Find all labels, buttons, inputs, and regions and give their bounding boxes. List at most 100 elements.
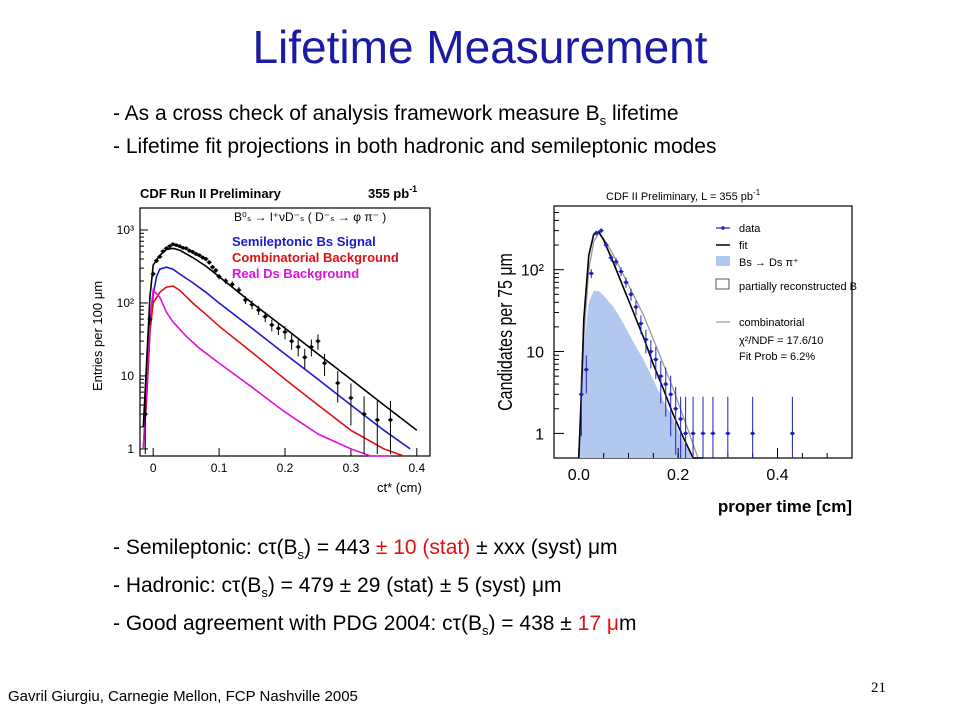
footer-author: Gavril Giurgiu, Carnegie Mellon, FCP Nas…: [8, 688, 358, 705]
data-point: [308, 339, 314, 357]
x-tick-label: 0.2: [277, 461, 294, 475]
legend-data: data: [739, 223, 761, 235]
y-axis-label: Entries per 100 μm: [90, 281, 105, 391]
data-point: [302, 348, 308, 369]
y-tick-label: 10²: [117, 296, 134, 310]
data-point: [603, 242, 609, 249]
x-tick-label: 0.4: [766, 467, 788, 484]
data-point: [216, 273, 222, 280]
data-point: [196, 253, 202, 258]
data-point: [633, 300, 639, 316]
data-point: [206, 260, 212, 265]
data-point: [623, 277, 629, 288]
data-point: [638, 315, 644, 335]
data-point: [387, 400, 393, 455]
legend-signal: Bs → Ds π⁺: [739, 257, 799, 269]
data-point: [374, 400, 380, 455]
data-point: [295, 339, 301, 357]
slide-title: Lifetime Measurement: [252, 21, 708, 73]
data-point: [289, 334, 295, 350]
x-tick-label: 0.2: [667, 467, 689, 484]
total-fit-curve: [142, 247, 418, 431]
y-tick-label: 10: [526, 345, 544, 362]
data-point: [167, 244, 173, 248]
x-tick-label: 0.1: [211, 461, 228, 475]
data-point: [213, 267, 219, 273]
data-point: [789, 396, 795, 458]
data-point: [262, 311, 268, 323]
intro-text: lifetime: [606, 102, 679, 125]
x-tick-label: 0.0: [568, 467, 590, 484]
data-point: [210, 264, 215, 270]
data-point: [200, 255, 206, 260]
y-tick-label: 1: [535, 426, 544, 443]
legend-partial: partially reconstructed B: [739, 281, 857, 293]
data-point: [648, 340, 654, 369]
data-point: [275, 322, 281, 336]
legend-real-ds: Real Ds Background: [232, 266, 359, 281]
data-point: [658, 360, 664, 404]
page-number: 21: [871, 680, 886, 696]
hadronic-lifetime-plot: 1 10 10² 0.0 0.2 0.4 CDF II Preliminary, L =…: [484, 182, 860, 522]
plot-legend: data fit Bs → Ds π⁺ partially reconstruc…: [715, 223, 857, 363]
data-point: [578, 375, 584, 437]
data-point: [673, 386, 679, 455]
data-point: [160, 249, 166, 254]
data-point: [223, 278, 229, 285]
result-semileptonic: - Semileptonic: cτ(Bs) = 443 ± 10 (stat)…: [113, 536, 618, 563]
fit-prob-text: Fit Prob = 6.2%: [739, 351, 815, 363]
y-tick-label: 10³: [117, 223, 134, 237]
data-point: [690, 396, 696, 458]
data-point: [256, 305, 262, 316]
real-ds-curve: [142, 288, 391, 457]
intro-bullet-1: - As a cross check of analysis framework…: [113, 102, 679, 128]
data-point: [628, 288, 634, 301]
legend-signal-swatch: [716, 256, 730, 266]
data-point: [598, 228, 604, 234]
data-point: [348, 383, 354, 426]
x-axis-label: ct* (cm): [377, 480, 422, 495]
plot-title: CDF Run II Preliminary: [140, 186, 282, 201]
data-point: [183, 246, 189, 251]
data-point: [203, 257, 209, 262]
data-point: [335, 371, 341, 403]
legend-combinatorial: combinatorial: [739, 317, 804, 329]
semileptonic-lifetime-plot: 1 10 10² 10³ 0 0.1 0.2 0.3 0.4 CDF Run II Preli…: [82, 176, 450, 506]
chi2-text: χ²/NDF = 17.6/10: [739, 335, 823, 347]
data-point: [282, 326, 288, 340]
data-point: [608, 254, 614, 262]
result-hadronic: - Hadronic: cτ(Bs) = 479 ± 29 (stat) ± 5…: [113, 574, 562, 601]
y-tick-label: 1: [127, 442, 134, 456]
data-point: [668, 375, 674, 437]
data-point: [269, 319, 275, 332]
intro-text: - Lifetime fit projections in both hadro…: [113, 135, 717, 158]
data-point: [322, 353, 328, 377]
data-point: [678, 396, 684, 458]
data-point: [710, 396, 716, 458]
legend-signal: Semileptonic Bs Signal: [232, 234, 376, 249]
x-tick-label: 0.3: [343, 461, 360, 475]
signal-fill: [578, 290, 694, 458]
data-point: [315, 334, 321, 350]
decay-label: B⁰ₛ → l⁺νD⁻ₛ ( D⁻ₛ → φ π⁻ ): [234, 210, 386, 224]
result-pdg: - Good agreement with PDG 2004: cτ(Bs) =…: [113, 612, 637, 639]
y-tick-label: 10²: [521, 263, 545, 280]
data-point: [613, 258, 619, 266]
data-point: [618, 267, 624, 277]
legend-fit: fit: [739, 240, 748, 252]
fit-curve: [578, 230, 703, 459]
x-tick-label: 0: [150, 461, 157, 475]
intro-bullet-2: - Lifetime fit projections in both hadro…: [113, 135, 716, 159]
data-point: [643, 329, 649, 354]
data-point: [229, 281, 235, 288]
data-point: [163, 246, 169, 251]
combinatorial-curve: [142, 285, 404, 457]
data-point: [249, 300, 255, 310]
data-point: [750, 396, 756, 458]
subscript: s: [599, 113, 607, 129]
y-axis-label: Candidates per 75 μm: [494, 253, 516, 411]
data-point: [177, 244, 183, 248]
plot-title: CDF II Preliminary, L = 355 pb-1: [606, 188, 761, 203]
intro-text: - As a cross check of analysis framework…: [113, 102, 600, 125]
lumi-label: 355 pb-1: [368, 184, 417, 201]
